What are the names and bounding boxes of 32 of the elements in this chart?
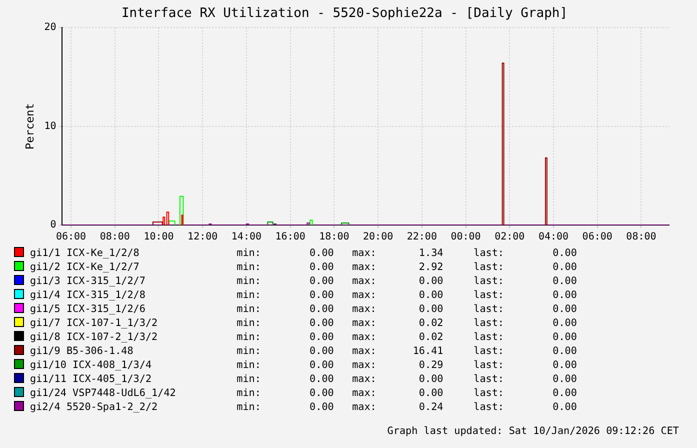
x-tick-label: 04:00 xyxy=(538,232,569,243)
legend-label: gi1/3 ICX-315_1/2/7 min: 0.00 max: 0.00 last: 0.00 xyxy=(30,276,577,287)
x-tick-label: 08:00 xyxy=(626,232,656,243)
legend-label: gi1/8 ICX-107-2_1/3/2 min: 0.00 max: 0.02 last: 0.00 xyxy=(30,332,577,343)
x-tick-label: 10:00 xyxy=(144,232,174,243)
y-axis-title: Percent xyxy=(23,103,36,150)
x-tick-label: 00:00 xyxy=(450,232,481,243)
x-tick-label: 06:00 xyxy=(56,232,86,243)
y-tick-label: 0 xyxy=(50,220,56,231)
legend-label: gi2/4 5520-Spa1-2_2/2 min: 0.00 max: 0.24 last: 0.00 xyxy=(30,402,577,413)
legend-label: gi1/2 ICX-Ke_1/2/7 min: 0.00 max: 2.92 last: 0.00 xyxy=(30,262,577,273)
y-tick-label: 20 xyxy=(44,22,56,34)
x-tick-label: 22:00 xyxy=(406,232,437,243)
legend-label: gi1/7 ICX-107-1_1/3/2 min: 0.00 max: 0.02 last: 0.00 xyxy=(30,318,577,329)
legend-label: gi1/5 ICX-315_1/2/6 min: 0.00 max: 0.00 last: 0.00 xyxy=(30,304,577,315)
legend-label: gi1/4 ICX-315_1/2/8 min: 0.00 max: 0.00 last: 0.00 xyxy=(30,290,577,301)
x-tick-label: 02:00 xyxy=(494,232,525,243)
legend-label: gi1/24 VSP7448-UdL6_1/42 min: 0.00 max: 0.00 last: 0.00 xyxy=(30,388,577,399)
x-tick-label: 18:00 xyxy=(319,232,350,243)
legend-label: gi1/10 ICX-408_1/3/4 min: 0.00 max: 0.29 last: 0.00 xyxy=(30,360,577,371)
x-tick-label: 20:00 xyxy=(362,232,394,243)
legend-label: gi1/11 ICX-405_1/3/2 min: 0.00 max: 0.00 last: 0.00 xyxy=(30,374,577,385)
y-tick-label: 10 xyxy=(44,120,56,132)
chart-title: Interface RX Utilization - 5520-Sophie22a - [Daily Graph] xyxy=(121,6,568,22)
legend-label: gi1/9 B5-306-1.48 min: 0.00 max: 16.41 last: 0.00 xyxy=(30,346,577,357)
text: Graph last updated: Sat 10/Jan/2026 09:12:26 CET xyxy=(387,426,679,437)
legend-label: gi1/1 ICX-Ke_1/2/8 min: 0.00 max: 1.34 last: 0.00 xyxy=(30,248,577,259)
x-tick-label: 08:00 xyxy=(100,232,130,243)
x-tick-label: 06:00 xyxy=(582,232,612,243)
x-tick-label: 12:00 xyxy=(188,232,218,243)
x-tick-label: 16:00 xyxy=(275,232,306,243)
x-tick-label: 14:00 xyxy=(231,232,262,243)
